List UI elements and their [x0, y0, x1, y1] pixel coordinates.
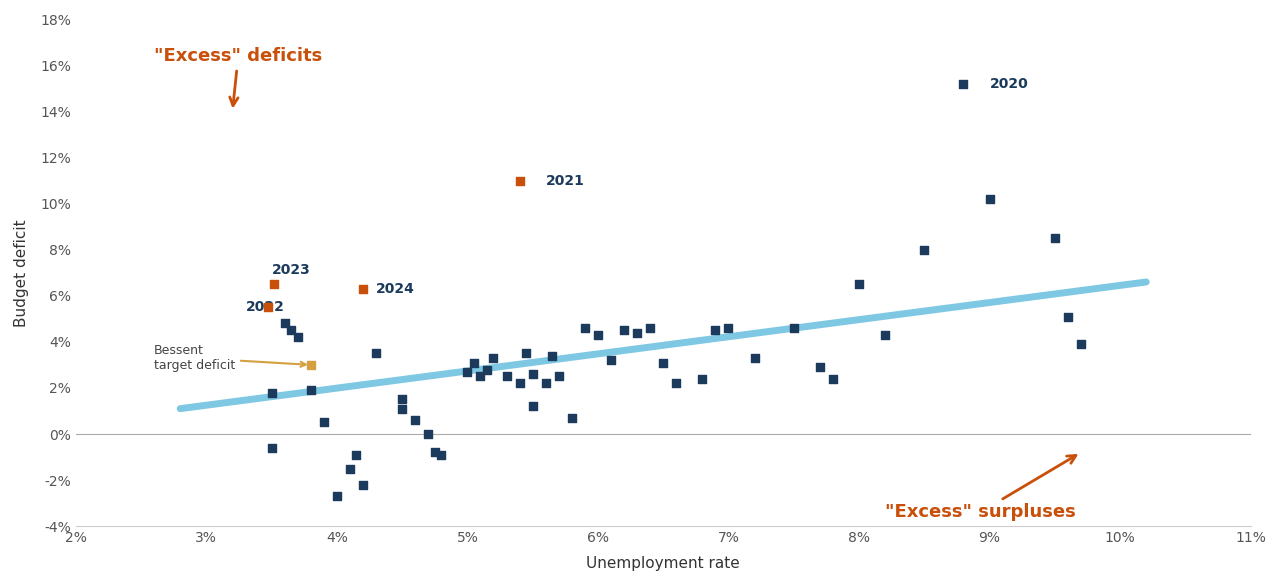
Y-axis label: Budget deficit: Budget deficit: [14, 219, 29, 326]
Point: [425, 448, 445, 457]
Point: [522, 402, 543, 411]
Point: [261, 388, 282, 397]
Point: [339, 464, 360, 473]
Point: [810, 363, 831, 372]
Point: [463, 358, 484, 367]
Point: [326, 491, 347, 501]
Point: [849, 280, 869, 289]
Point: [366, 349, 387, 358]
Point: [484, 353, 504, 363]
Point: [522, 370, 543, 379]
Point: [541, 351, 562, 360]
Text: 2020: 2020: [989, 77, 1028, 91]
Point: [979, 194, 1000, 204]
Point: [509, 176, 530, 185]
Point: [600, 356, 621, 365]
Point: [588, 331, 608, 340]
Point: [575, 324, 595, 333]
Point: [640, 324, 660, 333]
Point: [280, 326, 301, 335]
Point: [261, 443, 282, 453]
Point: [457, 367, 477, 377]
Point: [1057, 312, 1078, 321]
Text: 2023: 2023: [271, 263, 310, 277]
Point: [1044, 233, 1065, 243]
Point: [516, 349, 536, 358]
Point: [718, 324, 739, 333]
Point: [653, 358, 673, 367]
Point: [301, 386, 321, 395]
Point: [257, 302, 278, 312]
Point: [823, 374, 844, 383]
Point: [301, 360, 321, 370]
Point: [274, 319, 294, 328]
Point: [614, 326, 635, 335]
Point: [431, 450, 452, 459]
Point: [353, 284, 374, 294]
Point: [954, 79, 974, 88]
Point: [288, 333, 308, 342]
Point: [476, 365, 497, 374]
Point: [264, 280, 284, 289]
Text: 2021: 2021: [545, 174, 585, 188]
Point: [876, 331, 896, 340]
Point: [666, 378, 686, 388]
Point: [404, 415, 425, 425]
Text: Bessent
target deficit: Bessent target deficit: [154, 344, 306, 372]
Point: [745, 353, 765, 363]
Point: [627, 328, 648, 338]
Text: 2024: 2024: [376, 282, 415, 296]
Point: [535, 378, 556, 388]
Point: [783, 324, 804, 333]
Point: [497, 371, 517, 381]
X-axis label: Unemployment rate: Unemployment rate: [586, 556, 740, 571]
Point: [346, 450, 366, 459]
Point: [353, 480, 374, 490]
Point: [549, 371, 570, 381]
Point: [1071, 339, 1092, 349]
Point: [705, 326, 726, 335]
Text: 2022: 2022: [246, 300, 284, 314]
Point: [419, 429, 439, 439]
Point: [914, 245, 934, 254]
Point: [392, 395, 412, 404]
Point: [509, 378, 530, 388]
Point: [314, 418, 334, 427]
Point: [392, 404, 412, 414]
Point: [562, 413, 582, 422]
Point: [692, 374, 713, 383]
Point: [470, 371, 490, 381]
Text: "Excess" surpluses: "Excess" surpluses: [886, 456, 1076, 521]
Text: "Excess" deficits: "Excess" deficits: [154, 47, 323, 106]
